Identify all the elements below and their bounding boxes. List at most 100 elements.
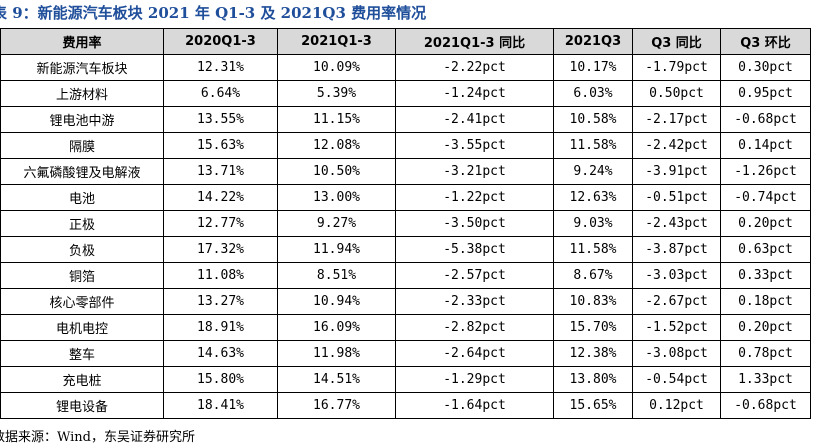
table-cell: 0.33pct — [720, 262, 811, 289]
table-cell: 上游材料 — [0, 80, 164, 107]
table-cell: 10.17% — [553, 54, 633, 81]
table-cell: -2.41pct — [395, 106, 554, 133]
header-row: 费用率 2020Q1-3 2021Q1-3 2021Q1-3 同比 2021Q3 Q3 同… — [0, 28, 811, 55]
table-cell: -2.67pct — [632, 288, 721, 315]
header-cell: 2021Q1-3 同比 — [395, 28, 554, 55]
table-cell: 11.08% — [163, 262, 278, 289]
table-cell: 电池 — [0, 184, 164, 211]
table-cell: -2.17pct — [632, 106, 721, 133]
header-cell: 费用率 — [0, 28, 164, 55]
table-cell: 9.24% — [553, 158, 633, 185]
table-row: 核心零部件 13.27% 10.94% -2.33pct 10.83% -2.67pct 0… — [0, 288, 811, 315]
table-cell: 新能源汽车板块 — [0, 54, 164, 81]
table-cell: 11.15% — [277, 106, 396, 133]
table-cell: 15.63% — [163, 132, 278, 159]
header-cell: Q3 环比 — [720, 28, 811, 55]
table-cell: 16.09% — [277, 314, 396, 341]
table-cell: 13.71% — [163, 158, 278, 185]
table-cell: -2.43pct — [632, 210, 721, 237]
header-cell: Q3 同比 — [632, 28, 721, 55]
table-cell: 8.51% — [277, 262, 396, 289]
table-cell: -3.03pct — [632, 262, 721, 289]
table-cell: 11.98% — [277, 340, 396, 367]
table-row: 六氟磷酸锂及电解液 13.71% 10.50% -3.21pct 9.24% -3.91p… — [0, 158, 811, 185]
table-cell: -1.79pct — [632, 54, 721, 81]
table-cell: 0.14pct — [720, 132, 811, 159]
table-row: 上游材料 6.64% 5.39% -1.24pct 6.03% 0.50pct 0.95pc… — [0, 80, 811, 107]
table-cell: 0.12pct — [632, 392, 721, 419]
table-cell: 6.03% — [553, 80, 633, 107]
table-cell: -1.24pct — [395, 80, 554, 107]
table-cell: 1.33pct — [720, 366, 811, 393]
table-cell: 15.65% — [553, 392, 633, 419]
table-cell: 充电桩 — [0, 366, 164, 393]
table-cell: 正极 — [0, 210, 164, 237]
table-row: 电池 14.22% 13.00% -1.22pct 12.63% -0.51pct -0.7… — [0, 184, 811, 211]
table-row: 正极 12.77% 9.27% -3.50pct 9.03% -2.43pct 0.20pc… — [0, 210, 811, 237]
table-cell: 10.94% — [277, 288, 396, 315]
table-cell: 16.77% — [277, 392, 396, 419]
table-cell: 0.95pct — [720, 80, 811, 107]
table-cell: -0.74pct — [720, 184, 811, 211]
table-cell: 11.58% — [553, 132, 633, 159]
table-cell: 整车 — [0, 340, 164, 367]
table-row: 锂电设备 18.41% 16.77% -1.64pct 15.65% 0.12pct -0.… — [0, 392, 811, 419]
table-cell: 14.63% — [163, 340, 278, 367]
source-note: 数据来源：Wind，东吴证券研究所 — [0, 430, 195, 445]
table-cell: 12.77% — [163, 210, 278, 237]
table-cell: 15.80% — [163, 366, 278, 393]
table-cell: -3.08pct — [632, 340, 721, 367]
table-cell: -0.54pct — [632, 366, 721, 393]
table-cell: 0.20pct — [720, 210, 811, 237]
table-cell: 铜箔 — [0, 262, 164, 289]
table-cell: -1.29pct — [395, 366, 554, 393]
table-cell: -5.38pct — [395, 236, 554, 263]
table-row: 隔膜 15.63% 12.08% -3.55pct 11.58% -2.42pct 0.14… — [0, 132, 811, 159]
table-cell: -3.50pct — [395, 210, 554, 237]
table-cell: 11.58% — [553, 236, 633, 263]
table-cell: -3.91pct — [632, 158, 721, 185]
table-cell: 12.08% — [277, 132, 396, 159]
table-cell: 负极 — [0, 236, 164, 263]
table-cell: 0.20pct — [720, 314, 811, 341]
table-cell: -0.68pct — [720, 106, 811, 133]
table-cell: 0.78pct — [720, 340, 811, 367]
table-cell: -0.51pct — [632, 184, 721, 211]
table-cell: 11.94% — [277, 236, 396, 263]
table-cell: 10.09% — [277, 54, 396, 81]
table-cell: -3.21pct — [395, 158, 554, 185]
header-cell: 2021Q3 — [553, 28, 633, 55]
table-cell: -2.57pct — [395, 262, 554, 289]
table-title: 表 9：新能源汽车板块 2021 年 Q1-3 及 2021Q3 费用率情况 — [0, 4, 427, 22]
table-cell: 12.31% — [163, 54, 278, 81]
table-cell: 0.30pct — [720, 54, 811, 81]
header-cell: 2020Q1-3 — [163, 28, 278, 55]
table-cell: -1.22pct — [395, 184, 554, 211]
table-cell: 12.38% — [553, 340, 633, 367]
table-row: 整车 14.63% 11.98% -2.64pct 12.38% -3.08pct 0.78… — [0, 340, 811, 367]
table-cell: 核心零部件 — [0, 288, 164, 315]
table-cell: 14.51% — [277, 366, 396, 393]
table-cell: -0.68pct — [720, 392, 811, 419]
table-cell: 18.41% — [163, 392, 278, 419]
table-cell: -2.64pct — [395, 340, 554, 367]
table-cell: 6.64% — [163, 80, 278, 107]
table: 费用率 2020Q1-3 2021Q1-3 2021Q1-3 同比 2021Q3 Q3 同… — [0, 28, 811, 419]
table-cell: 18.91% — [163, 314, 278, 341]
table-cell: -1.52pct — [632, 314, 721, 341]
table-cell: 13.80% — [553, 366, 633, 393]
table-cell: 电机电控 — [0, 314, 164, 341]
table-cell: 5.39% — [277, 80, 396, 107]
table-cell: 14.22% — [163, 184, 278, 211]
table-cell: 8.67% — [553, 262, 633, 289]
table-cell: 六氟磷酸锂及电解液 — [0, 158, 164, 185]
table-cell: 0.18pct — [720, 288, 811, 315]
table-cell: 10.83% — [553, 288, 633, 315]
table-row: 铜箔 11.08% 8.51% -2.57pct 8.67% -3.03pct 0.33pc… — [0, 262, 811, 289]
table-cell: 0.50pct — [632, 80, 721, 107]
table-cell: -2.33pct — [395, 288, 554, 315]
table-cell: -3.87pct — [632, 236, 721, 263]
table-row: 锂电池中游 13.55% 11.15% -2.41pct 10.58% -2.17pct -… — [0, 106, 811, 133]
table-cell: -1.26pct — [720, 158, 811, 185]
